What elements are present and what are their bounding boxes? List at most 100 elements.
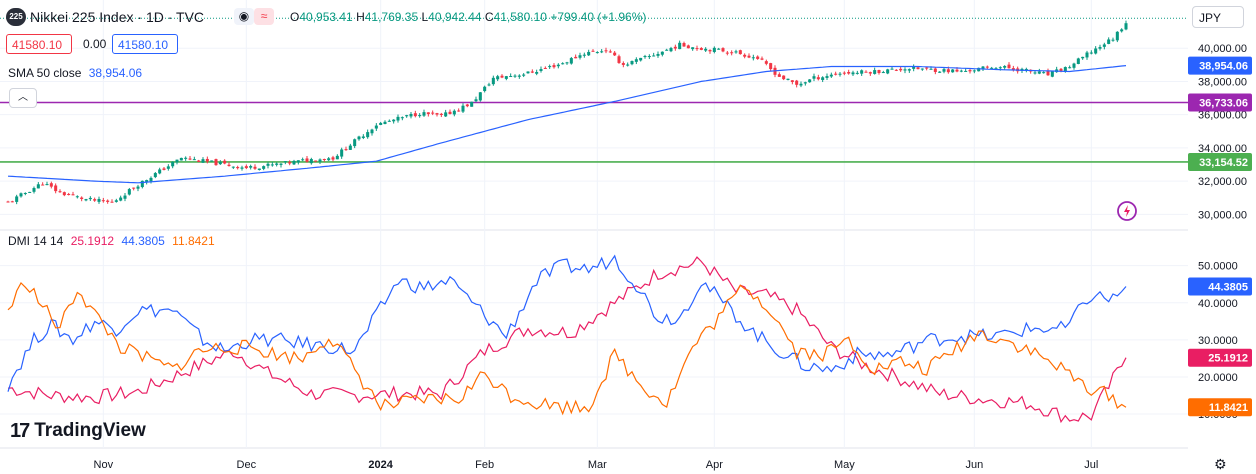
candle: [808, 79, 812, 83]
sell-price-box[interactable]: 41580.10: [6, 34, 72, 54]
candle: [569, 56, 573, 65]
sma-50-line[interactable]: [7, 65, 1127, 184]
candle: [786, 78, 790, 81]
dmi-series-line-adx[interactable]: [7, 282, 1127, 416]
dmi-label: DMI 14 14: [8, 234, 64, 248]
adx-value: 11.8421: [172, 234, 215, 248]
candle: [192, 156, 196, 161]
candle: [1111, 37, 1115, 42]
candle: [907, 68, 911, 73]
candle: [1068, 65, 1072, 69]
candle: [400, 116, 404, 121]
tradingview-wordmark: TradingView: [34, 420, 146, 441]
candle: [101, 197, 105, 203]
candle: [357, 135, 361, 141]
price-tick-label: 36,000.00: [1198, 110, 1247, 122]
open-key: O: [290, 10, 300, 24]
time-tick-label: 2024: [368, 459, 393, 471]
candle: [184, 156, 188, 161]
candle: [405, 114, 409, 118]
candle: [32, 186, 36, 194]
candle: [834, 71, 838, 76]
candle: [153, 171, 157, 179]
collapse-legend-button[interactable]: ︿: [9, 88, 37, 108]
candle: [253, 164, 257, 170]
tradingview-logo[interactable]: 17 TradingView: [10, 418, 146, 444]
dmi-tick-label: 20.0000: [1198, 372, 1238, 384]
candle: [942, 67, 946, 74]
candle: [392, 119, 396, 124]
candle: [682, 41, 686, 47]
currency-selector[interactable]: JPY: [1192, 6, 1244, 28]
time-tick-label: Jun: [965, 459, 983, 471]
candle: [175, 159, 179, 165]
candle: [669, 46, 673, 53]
candle: [19, 192, 23, 198]
dmi-series-line-di[interactable]: [7, 256, 1127, 424]
dmi-series-line-di[interactable]: [7, 254, 1127, 392]
candle: [132, 187, 136, 191]
candle: [760, 56, 764, 61]
candle: [435, 112, 439, 117]
candle: [1037, 68, 1041, 75]
candle: [864, 70, 868, 73]
candle: [353, 138, 357, 149]
candle: [322, 158, 326, 162]
candle: [309, 157, 313, 165]
candle: [1089, 50, 1093, 55]
candle: [15, 194, 19, 205]
candle: [517, 74, 521, 79]
candle: [630, 60, 634, 66]
sma-legend[interactable]: SMA 50 close 38,954.06: [8, 66, 142, 80]
price-tick-label: 40,000.00: [1198, 43, 1247, 55]
candle: [36, 182, 40, 189]
eye-icon[interactable]: ◉: [234, 8, 254, 25]
candle: [240, 165, 244, 171]
candle: [825, 73, 829, 80]
symbol-title[interactable]: Nikkei 225 Index · 1D · TVC: [30, 9, 205, 25]
dmi-minus-value: 44.3805: [121, 234, 165, 248]
candle: [1102, 42, 1106, 50]
candle: [318, 158, 322, 164]
candle: [327, 157, 331, 161]
candle: [595, 51, 599, 54]
candle: [639, 57, 643, 62]
candle: [1098, 44, 1102, 51]
candles: [6, 20, 1128, 205]
candle: [1085, 50, 1089, 60]
candle: [925, 66, 929, 71]
dmi-lines: [7, 254, 1127, 424]
gear-icon[interactable]: ⚙: [1214, 456, 1227, 472]
candle: [951, 68, 955, 73]
candle: [75, 195, 79, 199]
alert-icon[interactable]: [1116, 200, 1138, 222]
candle: [379, 121, 383, 126]
candle: [708, 49, 712, 54]
buy-price-box[interactable]: 41580.10: [112, 34, 178, 54]
candle: [543, 66, 547, 69]
candle: [162, 167, 166, 171]
candle: [647, 54, 651, 60]
dmi-legend[interactable]: DMI 14 14 25.1912 44.3805 11.8421: [8, 234, 215, 248]
close-key: C: [484, 10, 494, 24]
dmi-marker-di-minus: 44.3805: [1188, 277, 1252, 296]
candle: [23, 192, 27, 196]
candle: [431, 110, 435, 116]
candle: [41, 182, 45, 186]
candle: [717, 47, 721, 50]
time-tick-label: Mar: [588, 459, 607, 471]
candle: [500, 74, 504, 79]
candle: [114, 198, 118, 203]
candle: [71, 191, 75, 196]
symbol-badge[interactable]: 225: [6, 8, 26, 26]
candle: [1076, 57, 1080, 65]
candle: [1072, 62, 1076, 70]
candle: [361, 134, 365, 140]
compare-icon[interactable]: ≈: [254, 8, 274, 25]
candle: [665, 48, 669, 51]
grid: [0, 0, 1188, 449]
candle: [487, 82, 491, 87]
candle: [1115, 31, 1119, 43]
